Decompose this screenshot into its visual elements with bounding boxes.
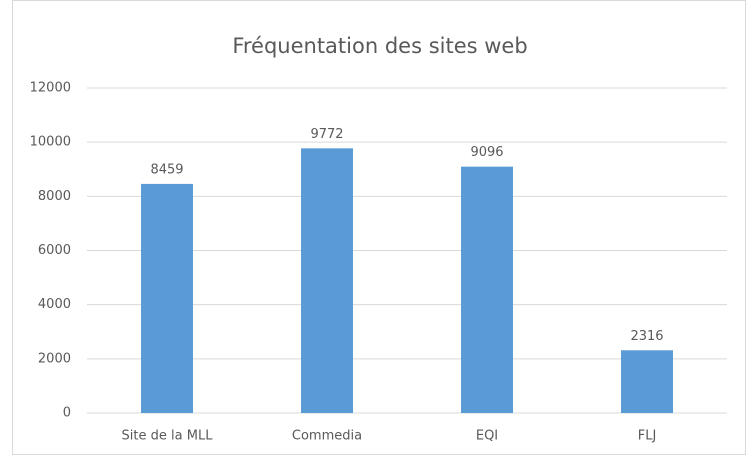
- x-tick-label: Site de la MLL: [122, 429, 214, 444]
- bar: [461, 166, 513, 413]
- data-label: 9772: [310, 127, 343, 142]
- y-tick-label: 12000: [30, 81, 71, 96]
- y-tick-label: 6000: [38, 243, 71, 258]
- x-tick-label: EQI: [476, 429, 498, 444]
- y-tick-label: 8000: [38, 189, 71, 204]
- y-tick-label: 2000: [38, 351, 71, 366]
- data-label: 2316: [630, 329, 663, 344]
- bar: [621, 350, 673, 413]
- x-tick-label: FLJ: [638, 429, 657, 444]
- data-label: 8459: [150, 162, 183, 177]
- bar: [141, 183, 193, 413]
- x-tick-label: Commedia: [292, 429, 362, 444]
- bar: [301, 148, 353, 413]
- y-tick-label: 0: [63, 406, 71, 421]
- chart-title: Fréquentation des sites web: [232, 34, 527, 58]
- data-label: 9096: [470, 145, 503, 160]
- y-tick-label: 10000: [30, 135, 71, 150]
- y-tick-label: 4000: [38, 297, 71, 312]
